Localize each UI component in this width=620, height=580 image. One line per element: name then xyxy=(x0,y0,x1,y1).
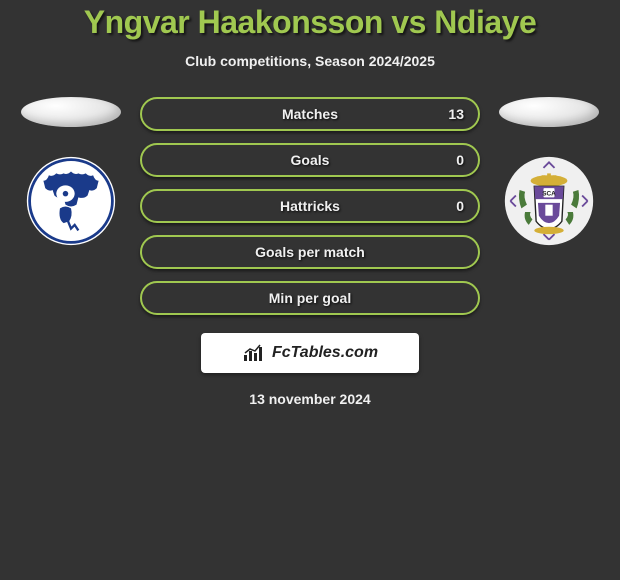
brand-text: FcTables.com xyxy=(272,344,378,362)
comparison-widget: Yngvar Haakonsson vs Ndiaye Club competi… xyxy=(0,0,620,407)
stat-label: Goals per match xyxy=(255,244,365,260)
subtitle: Club competitions, Season 2024/2025 xyxy=(185,53,435,69)
stat-label: Hattricks xyxy=(280,198,340,214)
chart-icon xyxy=(242,343,266,363)
club-right-icon: SCA xyxy=(503,155,595,247)
anderlecht-badge[interactable]: SCA xyxy=(503,155,595,247)
gent-badge[interactable] xyxy=(25,155,117,247)
left-player-col xyxy=(16,97,126,247)
stat-row-hattricks: Hattricks 0 xyxy=(140,189,480,223)
stat-label: Goals xyxy=(291,152,330,168)
right-player-col: SCA xyxy=(494,97,604,247)
player-left-avatar[interactable] xyxy=(21,97,121,127)
svg-text:SCA: SCA xyxy=(542,190,556,197)
stat-row-matches: Matches 13 xyxy=(140,97,480,131)
stat-row-min-per-goal: Min per goal xyxy=(140,281,480,315)
stat-right-value: 0 xyxy=(456,198,464,214)
stat-right-value: 0 xyxy=(456,152,464,168)
date-text: 13 november 2024 xyxy=(249,391,370,407)
brand-link[interactable]: FcTables.com xyxy=(201,333,419,373)
stat-row-goals-per-match: Goals per match xyxy=(140,235,480,269)
content-row: Matches 13 Goals 0 Hattricks 0 Goals per… xyxy=(0,97,620,315)
stat-label: Matches xyxy=(282,106,338,122)
club-left-icon xyxy=(25,155,117,247)
stats-column: Matches 13 Goals 0 Hattricks 0 Goals per… xyxy=(140,97,480,315)
page-title: Yngvar Haakonsson vs Ndiaye xyxy=(84,4,536,41)
player-right-avatar[interactable] xyxy=(499,97,599,127)
stat-row-goals: Goals 0 xyxy=(140,143,480,177)
stat-right-value: 13 xyxy=(448,106,464,122)
stat-label: Min per goal xyxy=(269,290,351,306)
